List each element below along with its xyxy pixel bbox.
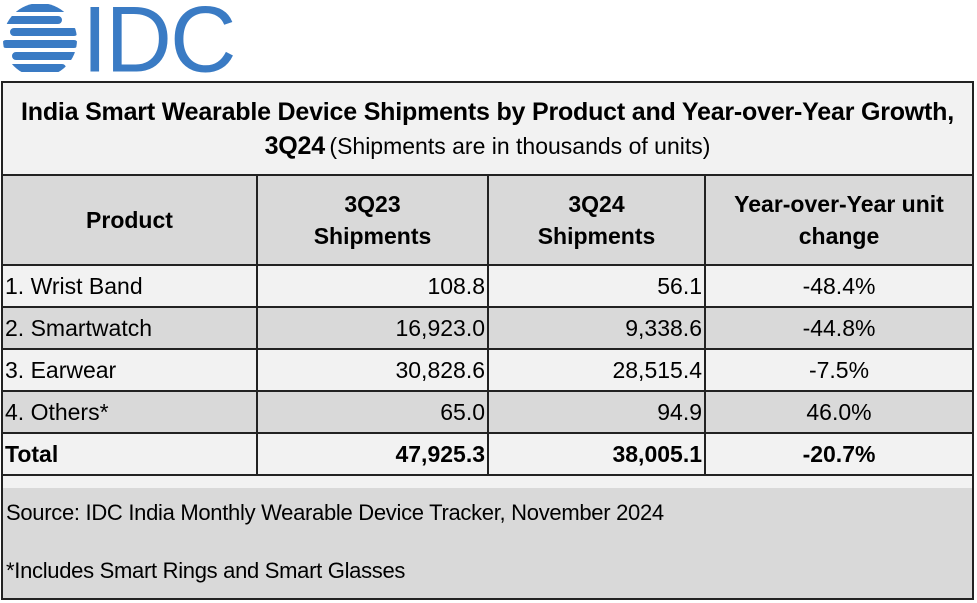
cell-3q23: 16,923.0 [256, 306, 489, 350]
cell-3q24: 56.1 [487, 264, 706, 308]
cell-yoy: 46.0% [704, 390, 972, 434]
table-row: 3. Earwear 30,828.6 28,515.4 -7.5% [3, 348, 972, 392]
cell-product: 2. Smartwatch [3, 306, 258, 350]
footnote: *Includes Smart Rings and Smart Glasses [6, 558, 406, 583]
cell-total-label: Total [3, 432, 258, 476]
cell-total-3q24: 38,005.1 [487, 432, 706, 476]
header-product: Product [3, 176, 258, 266]
idc-globe-icon [3, 4, 77, 72]
cell-yoy: -44.8% [704, 306, 972, 350]
cell-yoy: -48.4% [704, 264, 972, 308]
cell-3q23: 30,828.6 [256, 348, 489, 392]
table-header-row: Product 3Q23 Shipments 3Q24 Shipments Ye… [3, 176, 972, 266]
table-row: 2. Smartwatch 16,923.0 9,338.6 -44.8% [3, 306, 972, 350]
shipments-table: Product 3Q23 Shipments 3Q24 Shipments Ye… [3, 176, 972, 476]
table-footer: Source: IDC India Monthly Wearable Devic… [3, 488, 972, 598]
table-title: India Smart Wearable Device Shipments by… [3, 83, 972, 176]
header-3q24-shipments: 3Q24 Shipments [487, 176, 706, 266]
cell-yoy: -7.5% [704, 348, 972, 392]
table-total-row: Total 47,925.3 38,005.1 -20.7% [3, 432, 972, 476]
table-title-note: (Shipments are in thousands of units) [329, 133, 711, 159]
cell-3q24: 28,515.4 [487, 348, 706, 392]
cell-3q24: 94.9 [487, 390, 706, 434]
table-title-main: India Smart Wearable Device Shipments by… [21, 98, 954, 160]
cell-total-yoy: -20.7% [704, 432, 972, 476]
cell-3q24: 9,338.6 [487, 306, 706, 350]
cell-total-3q23: 47,925.3 [256, 432, 489, 476]
cell-3q23: 65.0 [256, 390, 489, 434]
cell-product: 1. Wrist Band [3, 264, 258, 308]
idc-logo: IDC [2, 0, 252, 93]
source-note: Source: IDC India Monthly Wearable Devic… [6, 500, 664, 525]
table-row: 1. Wrist Band 108.8 56.1 -48.4% [3, 264, 972, 308]
cell-product: 3. Earwear [3, 348, 258, 392]
shipments-table-container: India Smart Wearable Device Shipments by… [1, 81, 974, 600]
header-yoy-change: Year-over-Year unit change [704, 176, 972, 266]
header-3q23-shipments: 3Q23 Shipments [256, 176, 489, 266]
cell-product: 4. Others* [3, 390, 258, 434]
cell-3q23: 108.8 [256, 264, 489, 308]
table-row: 4. Others* 65.0 94.9 46.0% [3, 390, 972, 434]
logo-text: IDC [82, 0, 236, 93]
